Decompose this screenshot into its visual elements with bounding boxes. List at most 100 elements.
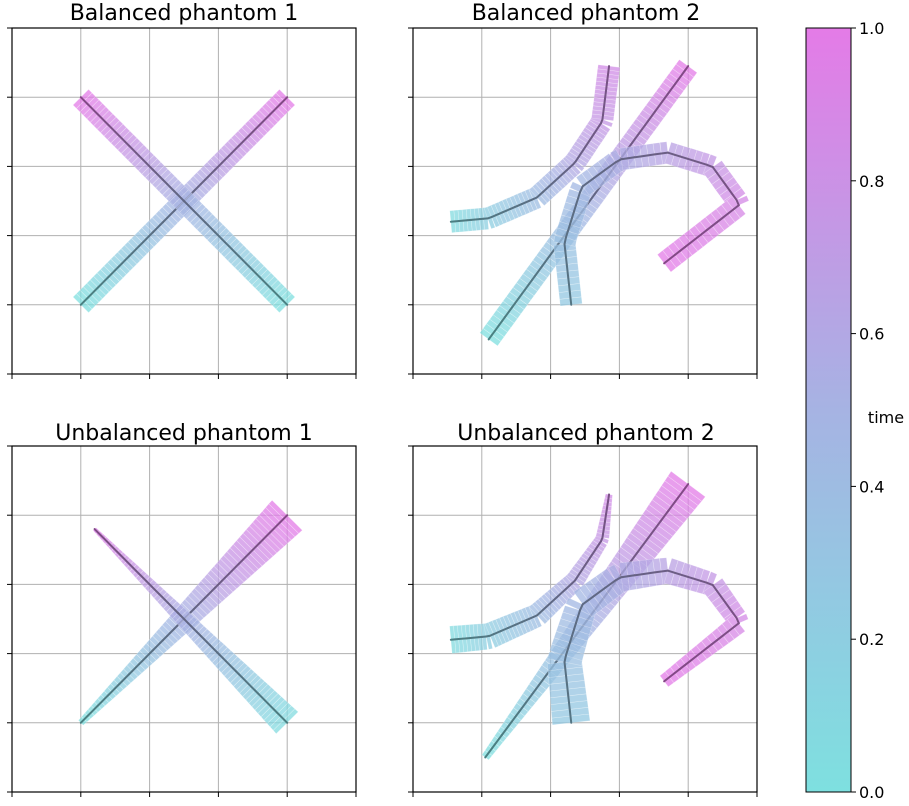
series-center-line: [719, 177, 726, 185]
panel-series-group: [449, 470, 749, 761]
colorbar-tick-label: 0.2: [859, 630, 884, 649]
series-center-line: [692, 159, 702, 164]
series-center-line: [578, 603, 584, 612]
series-center-line: [572, 622, 577, 631]
series-center-line: [568, 708, 572, 718]
series-center-line: [608, 161, 617, 168]
series-center-line: [574, 615, 579, 625]
series-center-line: [566, 688, 570, 697]
panel-series-group: [72, 88, 296, 314]
series-center-line: [607, 65, 611, 72]
series-center-line: [695, 233, 703, 240]
series-center-line: [566, 641, 571, 651]
series-center-line: [587, 595, 595, 602]
series-center-line: [711, 638, 719, 645]
series-center-line: [567, 276, 571, 286]
series-center-line: [565, 256, 568, 266]
panel-frame: [412, 27, 758, 375]
series-center-line: [695, 651, 703, 658]
series-center-line: [716, 216, 724, 223]
series-center-line: [614, 576, 623, 582]
series-center-line: [719, 595, 726, 603]
colorbar-tick-label: 0.8: [859, 172, 884, 191]
series-center-line: [715, 589, 722, 598]
series-center-line: [673, 667, 682, 674]
series-center-line: [686, 157, 695, 162]
panel-title-unbalanced-2: Unbalanced phantom 2: [457, 421, 714, 446]
panel-unbalanced-phantom-2: [408, 445, 758, 797]
series-center-line: [700, 229, 708, 236]
series-center-line: [732, 622, 740, 629]
series-center-line: [646, 571, 656, 575]
series-center-line: [711, 166, 718, 174]
series-center-line: [699, 579, 708, 584]
series-center-line: [565, 674, 568, 684]
series-center-line: [723, 182, 730, 191]
series-center-line: [723, 600, 730, 609]
series-center-line: [653, 152, 663, 156]
series-center-line: [633, 573, 643, 577]
series-center-line: [721, 212, 730, 219]
series-center-line: [581, 181, 590, 188]
series-center-line: [569, 297, 573, 306]
series-center-line: [565, 681, 569, 691]
series-center-line: [683, 65, 690, 72]
series-center-line: [79, 96, 86, 102]
series-center-line: [570, 210, 575, 220]
series-center-line: [568, 701, 571, 711]
series-center-line: [689, 655, 698, 662]
series-center-line: [705, 224, 714, 232]
series-center-line: [668, 671, 676, 679]
series-center-line: [640, 572, 649, 576]
colorbar-label: time: [868, 408, 904, 427]
series-center-line: [633, 155, 643, 159]
series-center-line: [715, 171, 722, 180]
colorbar-tick-label: 0.0: [859, 783, 884, 802]
series-center-line: [640, 154, 649, 158]
series-center-line: [563, 661, 567, 670]
series-center-line: [620, 575, 629, 579]
series-center-line: [93, 528, 99, 534]
series-center-line: [716, 634, 724, 641]
series-center-line: [563, 236, 567, 246]
series-center-line: [700, 647, 708, 654]
panel-frame: [412, 445, 758, 793]
series-center-line: [282, 96, 289, 102]
colorbar-tick-label: 0.6: [859, 325, 884, 344]
series-center-line: [663, 258, 671, 265]
series-center-line: [603, 165, 611, 172]
series-center-line: [568, 290, 572, 300]
series-center-line: [679, 573, 689, 578]
series-center-line: [732, 204, 740, 211]
series-center-line: [679, 663, 687, 670]
panel-balanced-phantom-2: [408, 27, 758, 379]
series-center-line: [699, 161, 708, 166]
series-center-line: [570, 628, 575, 638]
series-center-line: [660, 569, 669, 573]
panel-title-unbalanced-1: Unbalanced phantom 1: [55, 421, 312, 446]
series-center-line: [567, 694, 571, 704]
series-center-line: [587, 177, 595, 184]
series-center-line: [282, 514, 289, 520]
series-center-line: [727, 188, 734, 196]
series-center-line: [563, 243, 567, 252]
panel-series-group: [77, 499, 303, 735]
series-center-line: [568, 283, 571, 293]
series-center-line: [721, 630, 730, 637]
series-center-line: [711, 584, 718, 592]
series-center-line: [603, 583, 611, 590]
series-center-line: [626, 574, 636, 578]
colorbar-gradient: [805, 27, 852, 793]
panel-unbalanced-phantom-1: [7, 445, 357, 797]
series-center-line: [566, 223, 571, 233]
series-center-line: [564, 230, 569, 239]
series-center-line: [668, 253, 676, 261]
series-center-line: [614, 158, 623, 164]
series-center-line: [574, 197, 579, 207]
series-center-line: [673, 571, 682, 576]
series-center-line: [689, 237, 698, 244]
series-center-line: [666, 569, 676, 574]
series-center-line: [576, 609, 581, 618]
series-center-line: [592, 591, 601, 598]
